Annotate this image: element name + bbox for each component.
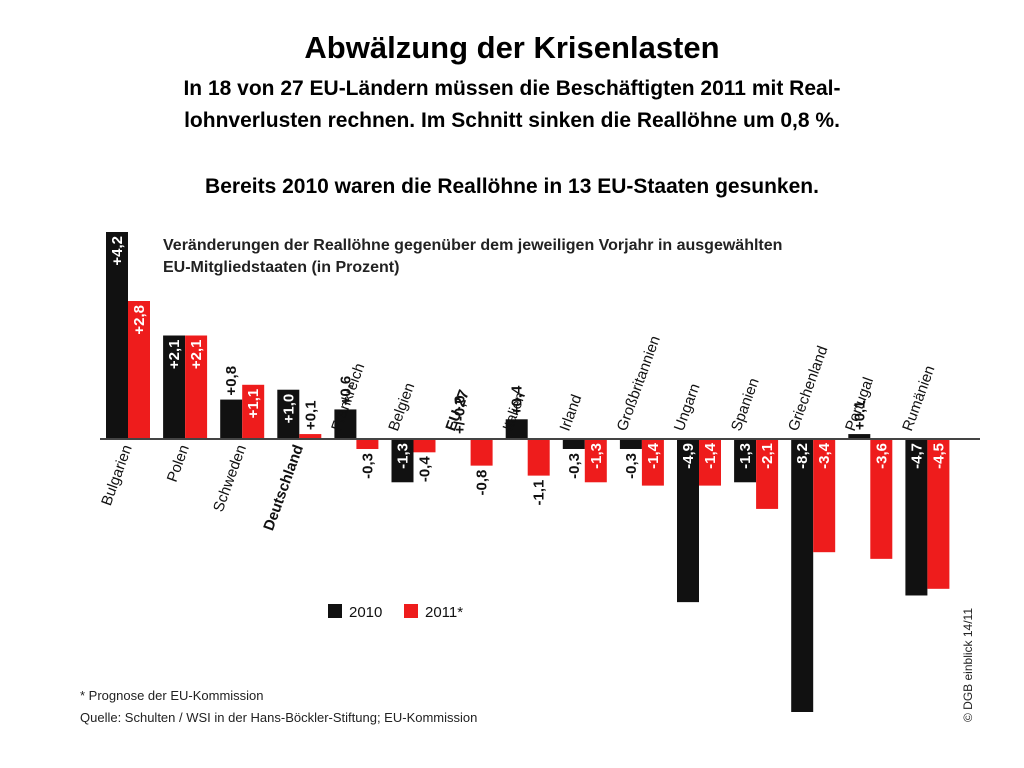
bar-2010-ungarn bbox=[677, 439, 699, 603]
bar-2010-deutschland bbox=[277, 389, 300, 439]
value-label-2011-grossbritannien: -1,4 bbox=[645, 442, 662, 469]
subtitle-line-2: lohnverlusten rechnen. Im Schnitt sinken… bbox=[184, 109, 840, 132]
bar-2010-schweden bbox=[220, 399, 243, 439]
value-label-2011-italien: -1,1 bbox=[531, 480, 548, 506]
bar-2010-irland bbox=[562, 439, 585, 449]
value-label-2010-deutschland: +1,0 bbox=[280, 394, 297, 424]
bar-2010-italien bbox=[505, 419, 528, 439]
bar-2010-rumaenien bbox=[905, 439, 928, 596]
subtitle-line-1: In 18 von 27 EU-Ländern müssen die Besch… bbox=[183, 77, 841, 100]
bar-2010-polen bbox=[163, 335, 186, 439]
credit: © DGB einblick 14/11 bbox=[961, 608, 975, 722]
bar-2010-spanien bbox=[734, 439, 757, 483]
bar-2010-griechenland bbox=[791, 439, 814, 712]
bar-2011-deutschland bbox=[299, 434, 322, 439]
legend: 2010 2011* bbox=[328, 604, 463, 621]
bar-2010-bulgarien bbox=[106, 232, 128, 439]
category-label-portugal: Portugal bbox=[842, 375, 877, 433]
bar-2011-irland bbox=[584, 439, 607, 483]
value-label-2010-irland: -0,3 bbox=[566, 453, 583, 479]
category-label-ungarn: Ungarn bbox=[671, 381, 704, 433]
category-label-deutschland: Deutschland bbox=[260, 443, 307, 533]
bar-2011-polen bbox=[185, 335, 208, 439]
page-title: Abwälzung der Krisenlasten bbox=[304, 30, 720, 65]
value-label-2011-frankreich: -0,3 bbox=[359, 453, 376, 479]
value-label-2011-irland: -1,3 bbox=[588, 443, 605, 469]
value-label-2011-belgien: -0,4 bbox=[417, 456, 434, 483]
bar-2011-frankreich bbox=[356, 439, 379, 449]
category-label-griechenland: Griechenland bbox=[785, 344, 831, 434]
bar-2011-belgien bbox=[413, 439, 436, 453]
bar-2010-frankreich bbox=[334, 409, 357, 439]
legend-swatch-2010 bbox=[328, 604, 342, 618]
bar-2011-rumaenien bbox=[927, 439, 950, 589]
value-label-2011-schweden: +1,1 bbox=[245, 389, 262, 419]
value-label-2011-portugal: -3,6 bbox=[873, 443, 890, 469]
bar-2011-eu-27 bbox=[470, 439, 493, 466]
category-label-polen: Polen bbox=[164, 443, 193, 485]
value-label-2010-eu-27: +/-0,0 bbox=[452, 395, 469, 434]
value-label-2010-italien: +0,4 bbox=[509, 385, 526, 415]
value-label-2011-ungarn: -1,4 bbox=[702, 442, 719, 469]
footnote: * Prognose der EU-Kommission bbox=[80, 688, 264, 703]
legend-label-2010: 2010 bbox=[349, 604, 382, 621]
bar-2011-grossbritannien bbox=[641, 439, 664, 486]
bar-2011-bulgarien bbox=[128, 301, 150, 439]
category-label-rumaenien: Rumänien bbox=[899, 363, 938, 433]
category-label-irland: Irland bbox=[557, 392, 586, 433]
value-label-2010-schweden: +0,8 bbox=[223, 366, 240, 396]
legend-label-2011: 2011* bbox=[425, 604, 463, 621]
chart-caption-line-2: EU-Mitgliedstaaten (in Prozent) bbox=[163, 259, 399, 276]
bar-2011-spanien bbox=[756, 439, 779, 509]
bar-2011-griechenland bbox=[813, 439, 836, 553]
value-label-2010-ungarn: -4,9 bbox=[680, 443, 697, 469]
bar-2011-italien bbox=[527, 439, 550, 476]
value-label-2010-belgien: -1,3 bbox=[395, 443, 412, 469]
category-label-belgien: Belgien bbox=[385, 381, 418, 434]
bar-2010-belgien bbox=[391, 439, 414, 483]
category-label-spanien: Spanien bbox=[728, 376, 763, 434]
value-label-2010-bulgarien: +4,2 bbox=[109, 236, 126, 266]
value-label-2010-griechenland: -8,2 bbox=[794, 443, 811, 469]
bar-2011-ungarn bbox=[699, 439, 721, 486]
value-label-2011-spanien: -2,1 bbox=[759, 443, 776, 469]
value-label-2010-spanien: -1,3 bbox=[737, 443, 754, 469]
category-label-bulgarien: Bulgarien bbox=[98, 443, 136, 508]
legend-swatch-2011 bbox=[404, 604, 418, 618]
value-label-2010-grossbritannien: -0,3 bbox=[623, 453, 640, 479]
category-label-grossbritannien: Großbritannien bbox=[614, 334, 664, 434]
category-label-schweden: Schweden bbox=[210, 443, 250, 515]
value-label-2011-deutschland: +0,1 bbox=[302, 400, 319, 430]
value-label-2011-rumaenien: -4,5 bbox=[930, 443, 947, 469]
value-label-2010-portugal: +0,1 bbox=[851, 400, 868, 430]
value-label-2011-eu-27: -0,8 bbox=[474, 470, 491, 496]
value-label-2010-frankreich: +0,6 bbox=[337, 376, 354, 406]
bar-2010-grossbritannien bbox=[619, 439, 642, 449]
source-note: Quelle: Schulten / WSI in der Hans-Böckl… bbox=[80, 710, 477, 725]
chart-caption-line-1: Veränderungen der Reallöhne gegenüber de… bbox=[163, 237, 782, 254]
value-label-2011-griechenland: -3,4 bbox=[816, 442, 833, 469]
value-label-2010-polen: +2,1 bbox=[166, 340, 183, 370]
value-label-2011-bulgarien: +2,8 bbox=[131, 305, 148, 335]
bar-2010-portugal bbox=[848, 434, 871, 439]
value-label-2011-polen: +2,1 bbox=[188, 340, 205, 370]
bar-2011-schweden bbox=[242, 384, 265, 439]
value-label-2010-rumaenien: -4,7 bbox=[908, 443, 925, 469]
subtitle-line-3: Bereits 2010 waren die Reallöhne in 13 E… bbox=[205, 175, 819, 198]
bar-2011-portugal bbox=[870, 439, 893, 559]
